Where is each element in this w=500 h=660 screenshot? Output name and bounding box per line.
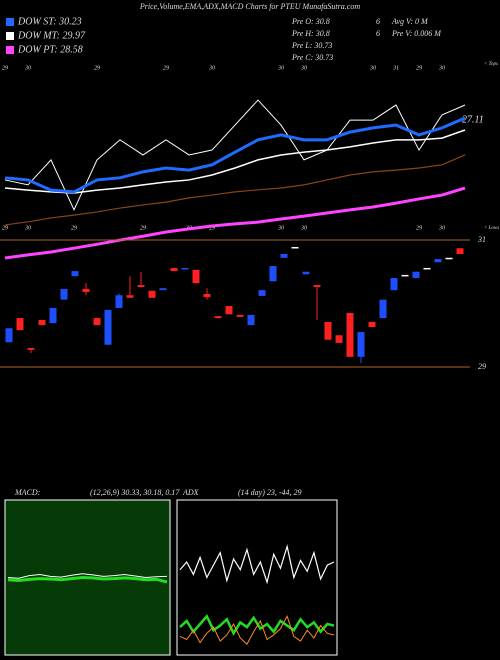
x-tick-label: 30 [369, 65, 376, 71]
candle-body [379, 299, 387, 319]
info-text: 6 [376, 29, 380, 38]
candle-body [16, 318, 24, 331]
candle-body [49, 307, 57, 324]
candle-body [313, 285, 321, 287]
series-line [4, 186, 466, 260]
tops-label: < Tops [484, 62, 498, 67]
macd-subtitle: (12,26,9) 30.33, 30.18, 0.17 [90, 488, 180, 497]
series-line [179, 613, 335, 636]
candle-body [115, 295, 123, 308]
x-tick-label: 29 [94, 65, 100, 71]
series-line [179, 544, 335, 585]
candle-body [181, 267, 189, 270]
candle-body [412, 271, 420, 279]
adx-title: ADX [182, 488, 200, 497]
candle-body [5, 328, 13, 343]
candle-body [368, 321, 376, 327]
candle-body [401, 274, 409, 277]
info-text: Avg V: 0 M [391, 17, 429, 26]
candle-body [225, 306, 233, 315]
candle-body [27, 347, 35, 350]
candle-body [236, 314, 244, 317]
info-text: Pre V: 0.006 M [391, 29, 442, 38]
series-line [4, 99, 466, 212]
candle-body [203, 293, 211, 298]
series-line [7, 573, 168, 579]
candle-body [104, 309, 112, 345]
candle-body [324, 321, 332, 340]
x-tick-label: 30 [277, 65, 284, 71]
page-title: Price,Volume,EMA,ADX,MACD Charts for PTE… [139, 2, 360, 11]
x-tick-label: 29 [416, 225, 422, 231]
candle-body [390, 278, 398, 291]
x-tick-label: 29 [209, 225, 215, 231]
legend-swatch [6, 32, 14, 40]
candle-body [137, 285, 145, 287]
candle-body [456, 248, 464, 254]
candle-body [346, 313, 354, 357]
candle-body [423, 267, 431, 270]
series-line [7, 575, 168, 584]
x-tick-label: 30 [300, 225, 307, 231]
x-tick-label: 30 [438, 225, 445, 231]
x-tick-label: 30 [24, 225, 31, 231]
legend-label: DOW MT: 29.97 [17, 30, 86, 41]
candle-body [291, 246, 299, 249]
candle-body [269, 266, 277, 282]
annotation: 27.11 [462, 114, 484, 125]
series-line [4, 116, 466, 194]
candle-body [192, 269, 200, 284]
candle-body [159, 288, 167, 291]
candle-body [357, 332, 365, 357]
candle-body [258, 290, 266, 296]
series-line [4, 154, 466, 226]
info-text: 6 [376, 17, 380, 26]
legend-swatch [6, 46, 14, 54]
candle-body [126, 295, 134, 298]
legend-swatch [6, 18, 14, 26]
candle-body [170, 267, 178, 272]
x-tick-label: 29 [140, 225, 146, 231]
info-text: Pre C: 30.73 [291, 53, 333, 62]
x-tick-label: 30 [208, 65, 215, 71]
candle-body [71, 271, 79, 277]
x-tick-label: 29 [2, 225, 8, 231]
x-tick-label: 30 [277, 225, 284, 231]
x-tick-label: 29 [416, 65, 422, 71]
x-tick-label: 29 [2, 65, 8, 71]
y-tick-label: 31 [477, 235, 486, 244]
x-tick-label: 30 [300, 65, 307, 71]
candle-body [302, 271, 310, 275]
x-tick-label: 29 [163, 65, 169, 71]
macd-title: MACD: [14, 488, 41, 497]
x-tick-label: 30 [438, 65, 445, 71]
panel-bg [176, 499, 338, 656]
info-text: Pre H: 30.8 [291, 29, 330, 38]
legend-label: DOW PT: 28.58 [17, 44, 83, 55]
candle-body [335, 335, 343, 343]
candle-body [148, 290, 156, 298]
candle-body [38, 320, 46, 326]
info-text: Pre O: 30.8 [291, 17, 330, 26]
series-line [179, 614, 335, 645]
candle-body [280, 253, 288, 258]
candle-body [247, 314, 255, 326]
candle-body [214, 316, 222, 319]
candle-body [445, 257, 453, 260]
candle-body [82, 288, 90, 293]
lows-label: < Lows [484, 226, 499, 231]
legend-label: DOW ST: 30.23 [17, 16, 82, 27]
adx-subtitle: (14 day) 23, -44, 29 [238, 488, 302, 497]
series-line [4, 129, 466, 194]
x-tick-label: 29 [71, 225, 77, 231]
candle-body [434, 259, 442, 263]
y-tick-label: 29 [478, 362, 486, 371]
x-tick-label: 30 [24, 65, 31, 71]
info-text: Pre L: 30.73 [291, 41, 332, 50]
candle-body [60, 288, 68, 300]
x-tick-label: 31 [392, 65, 399, 71]
candle-body [93, 318, 101, 326]
